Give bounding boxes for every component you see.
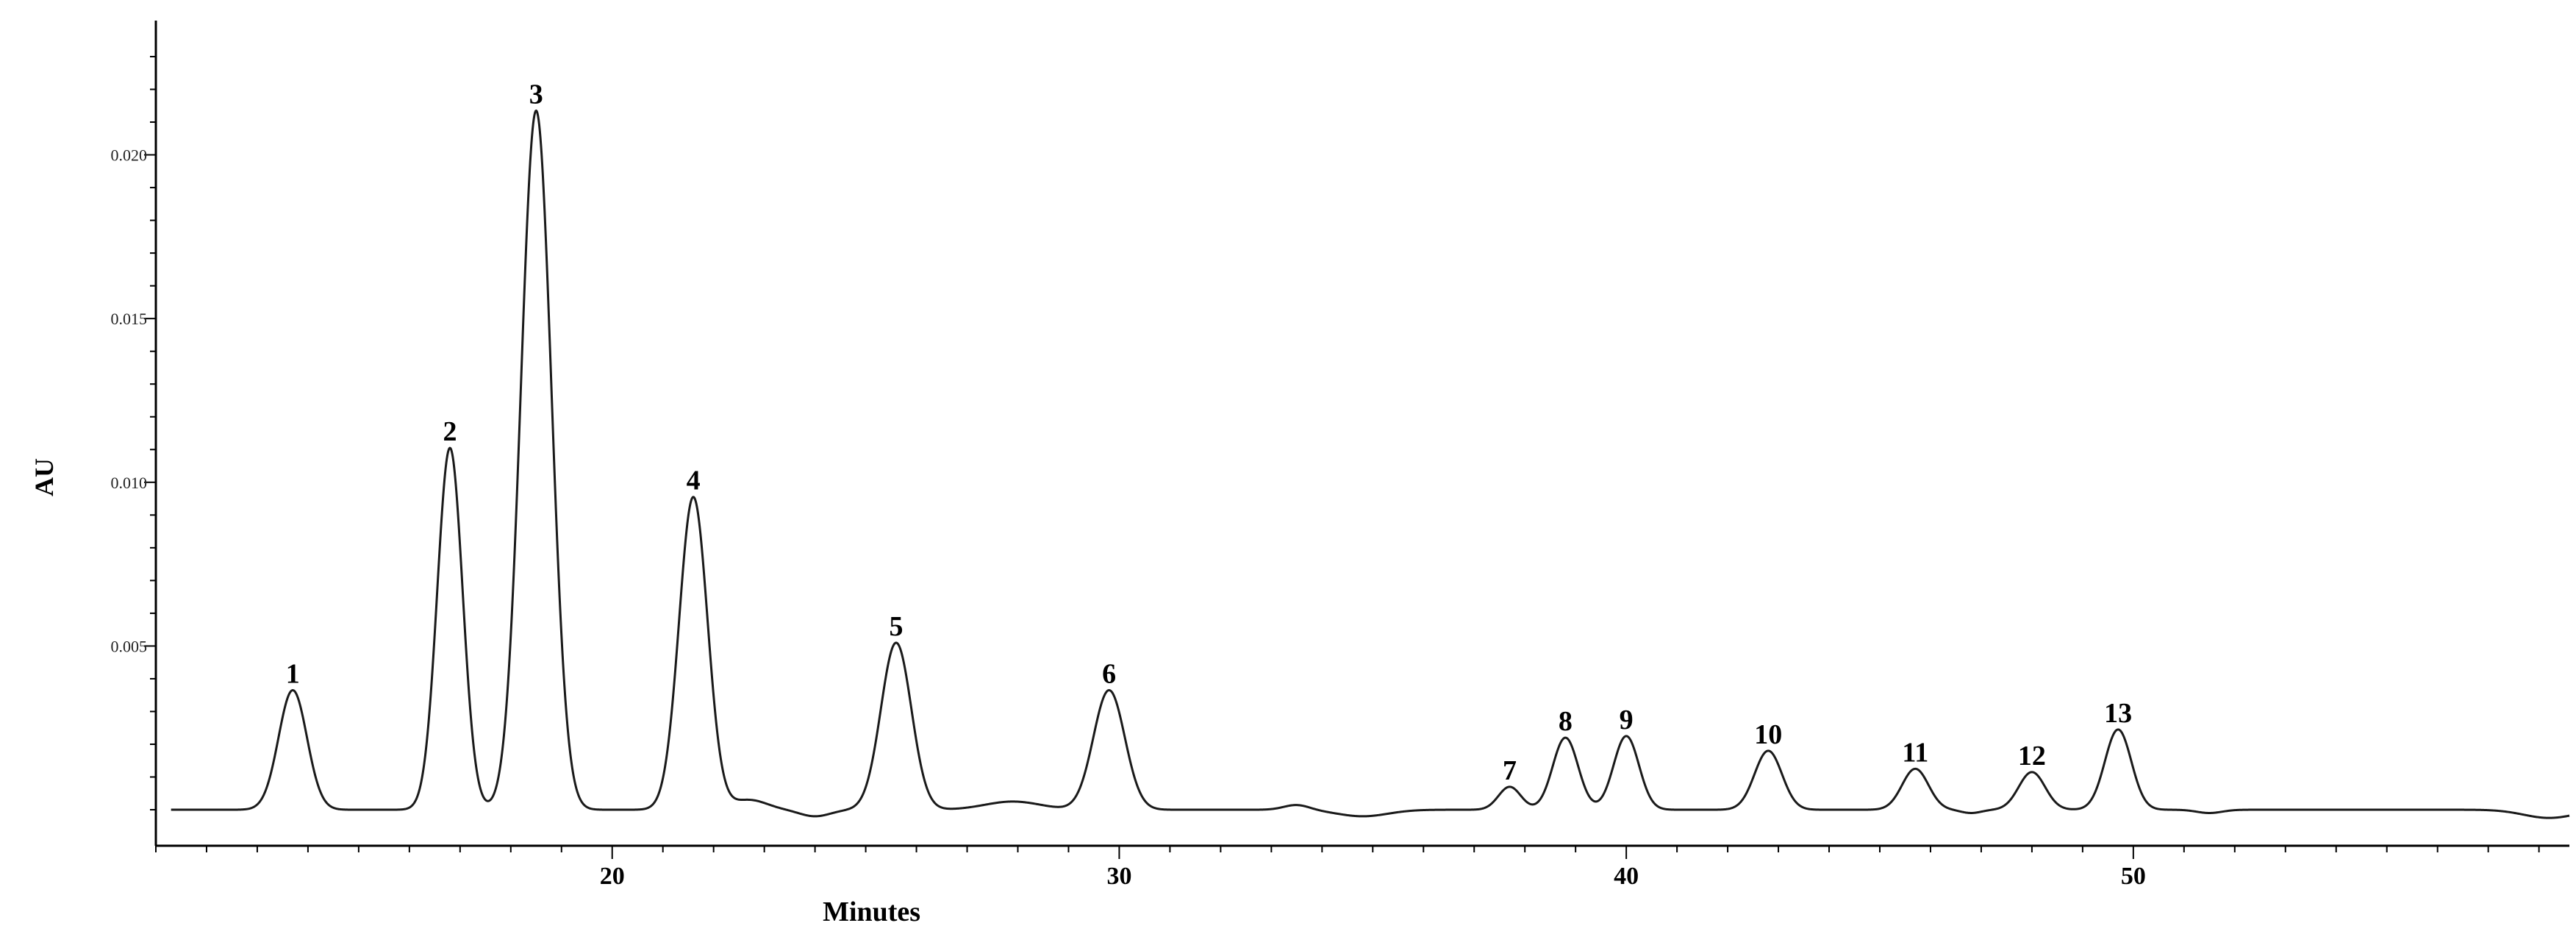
peak-label: 5 [889,611,903,642]
axes [154,21,2569,847]
peak-label: 3 [529,79,543,110]
y-tick-label: 0.005 [111,637,148,655]
peak-label: 8 [1559,706,1573,737]
peak-label: 9 [1620,705,1634,735]
x-axis-label: Minutes [823,896,920,927]
x-tick-label: 40 [1614,863,1639,890]
peak-label: 4 [687,466,701,496]
peak-label: 7 [1503,755,1517,786]
peak-label: 6 [1102,658,1116,689]
peak-label: 11 [1902,737,1928,768]
x-tick-label: 20 [600,863,625,890]
x-tick-label: 30 [1106,863,1131,890]
peak-label: 12 [2018,741,2046,771]
peak-label: 2 [443,416,457,447]
y-axis-label: AU [29,458,59,496]
x-tick-label: 50 [2121,863,2146,890]
peak-label: 1 [286,659,300,690]
peak-label: 10 [1754,719,1782,750]
axis-ticks: 20 30 40 50 0.005 0.010 0.015 0.020 [111,55,2540,890]
y-tick-label: 0.010 [111,474,148,492]
chromatogram-trace [171,109,2570,819]
y-tick-label: 0.020 [111,146,148,165]
y-tick-label: 0.015 [111,310,148,328]
peak-label: 13 [2104,698,2132,729]
